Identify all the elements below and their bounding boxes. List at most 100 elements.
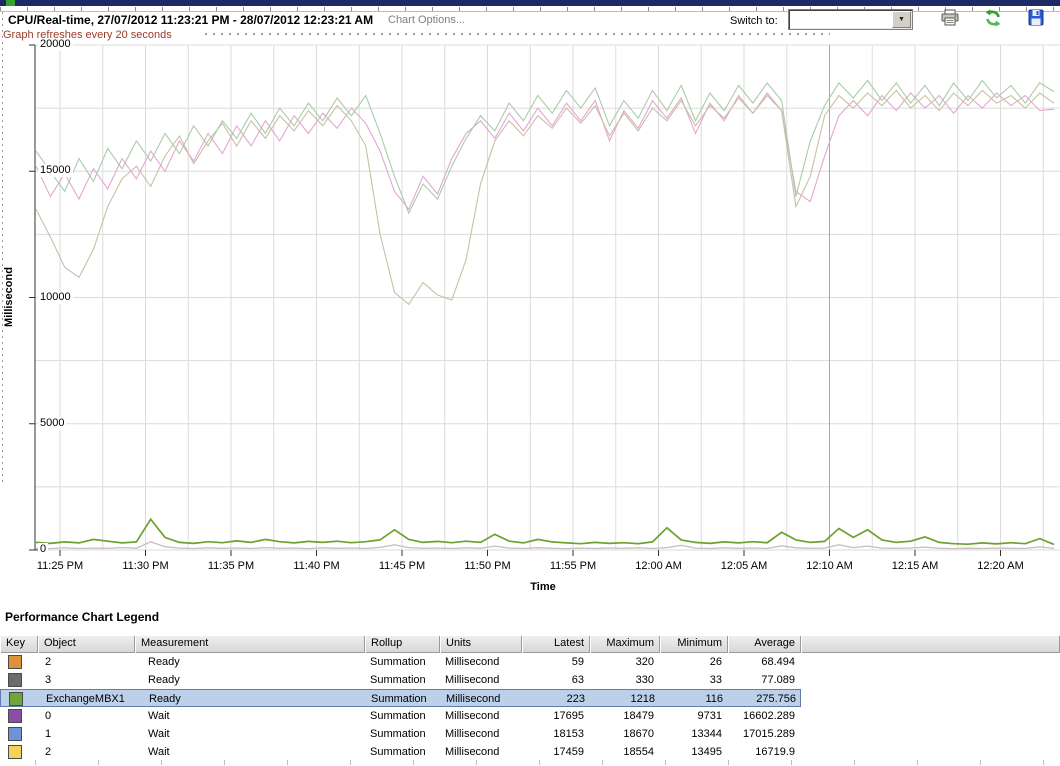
table-row[interactable]: 3 Ready Summation Millisecond 63 330 33 77.089 <box>0 671 1060 689</box>
cell-measurement: Wait <box>148 728 170 740</box>
cell-object: 2 <box>45 656 52 668</box>
cell-latest: 223 <box>566 693 585 705</box>
cell-measurement: Ready <box>148 674 180 686</box>
x-axis-tick-label: 12:20 AM <box>977 560 1024 572</box>
cell-units: Millisecond <box>445 728 500 740</box>
cell-minimum: 33 <box>709 674 722 686</box>
column-header-filler <box>801 635 1060 653</box>
legend-heading: Performance Chart Legend <box>5 610 160 624</box>
series-line-1-wait <box>35 79 1055 215</box>
cell-units: Millisecond <box>446 693 501 705</box>
x-axis-tick-label: 12:05 AM <box>720 560 768 572</box>
x-axis-tick-label: 11:30 PM <box>122 560 169 572</box>
left-dashed-line-artifact <box>2 12 3 484</box>
refresh-icon <box>985 9 1001 27</box>
ruler-dash-artifact <box>205 33 830 35</box>
legend-key-swatch <box>8 745 22 759</box>
column-header-label: Minimum <box>677 637 722 649</box>
column-header-key[interactable]: Key <box>0 635 38 653</box>
cell-average: 77.089 <box>761 674 795 686</box>
y-axis-tick-label: 5000 <box>38 416 67 430</box>
x-axis-tick-label: 11:25 PM <box>36 560 84 572</box>
cell-rollup: Summation <box>370 710 426 722</box>
column-header-label: Latest <box>554 637 584 649</box>
cell-object: 0 <box>45 710 52 722</box>
x-axis-tick-label: 12:10 AM <box>806 560 853 572</box>
y-axis-tick-label: 15000 <box>38 164 73 178</box>
cell-average: 16719.9 <box>755 746 795 758</box>
cell-minimum: 9731 <box>697 710 722 722</box>
cell-object: 1 <box>45 728 52 740</box>
chart-plot-area[interactable] <box>0 40 1060 606</box>
table-row-selected[interactable]: ExchangeMBX1 Ready Summation Millisecond 223… <box>0 689 801 707</box>
cell-units: Millisecond <box>445 656 500 668</box>
cell-latest: 18153 <box>553 728 584 740</box>
cell-maximum: 18670 <box>623 728 654 740</box>
x-axis-tick-label: 11:45 PM <box>378 560 426 572</box>
window-top-bar-accent <box>6 0 15 6</box>
column-header-label: Key <box>6 637 25 649</box>
column-header-label: Rollup <box>371 637 403 649</box>
column-header-label: Units <box>446 637 472 649</box>
refresh-button[interactable] <box>983 9 1003 27</box>
print-button[interactable] <box>940 9 960 27</box>
column-header-label: Object <box>44 637 76 649</box>
x-axis-tick-label: 12:00 AM <box>635 560 682 572</box>
cell-rollup: Summation <box>371 693 427 705</box>
chart-options-link[interactable]: Chart Options... <box>388 14 466 26</box>
cell-units: Millisecond <box>445 746 500 758</box>
column-header-rollup[interactable]: Rollup <box>365 635 440 653</box>
cell-rollup: Summation <box>370 728 426 740</box>
cell-average: 68.494 <box>761 656 795 668</box>
table-row[interactable]: 0 Wait Summation Millisecond 17695 18479 9731 1… <box>0 707 1060 725</box>
column-header-maximum[interactable]: Maximum <box>590 635 660 653</box>
cell-measurement: Ready <box>149 693 181 705</box>
cell-average: 16602.289 <box>743 710 795 722</box>
table-row[interactable]: 2 Wait Summation Millisecond 17459 18554 13495… <box>0 743 1060 761</box>
table-row[interactable]: 2 Ready Summation Millisecond 59 320 26 68.494 <box>0 653 1060 671</box>
cell-maximum: 18479 <box>623 710 654 722</box>
ruler-artifact <box>0 6 1060 12</box>
switch-to-dropdown[interactable]: ▼ <box>788 9 913 30</box>
x-axis-tick-label: 11:35 PM <box>207 560 255 572</box>
series-line-exchangembx1-ready <box>35 517 1055 546</box>
chevron-down-icon[interactable]: ▼ <box>892 11 911 28</box>
y-axis-tick-label: 0 <box>38 543 49 556</box>
cell-object: 2 <box>45 746 52 758</box>
cell-latest: 17459 <box>553 746 584 758</box>
y-axis-tick-label: 20000 <box>38 38 73 51</box>
cell-average: 17015.289 <box>743 728 795 740</box>
x-axis-tick-label: 11:55 PM <box>549 560 597 572</box>
table-row[interactable]: 1 Wait Summation Millisecond 18153 18670 13344… <box>0 725 1060 743</box>
x-axis-label: Time <box>530 581 556 593</box>
cell-units: Millisecond <box>445 674 500 686</box>
column-header-minimum[interactable]: Minimum <box>660 635 728 653</box>
cell-rollup: Summation <box>370 746 426 758</box>
window-top-bar <box>0 0 1060 6</box>
cell-object: 3 <box>45 674 52 686</box>
cell-maximum: 18554 <box>623 746 654 758</box>
y-axis-tick-label: 10000 <box>38 290 73 304</box>
column-header-measurement[interactable]: Measurement <box>135 635 365 653</box>
legend-table: Key Object Measurement Rollup Units Latest Max… <box>0 635 1060 766</box>
x-axis-tick-label: 11:50 PM <box>464 560 511 572</box>
cell-measurement: Wait <box>148 710 170 722</box>
cell-rollup: Summation <box>370 656 426 668</box>
column-header-object[interactable]: Object <box>38 635 135 653</box>
legend-key-swatch <box>8 655 22 669</box>
cell-maximum: 1218 <box>630 693 655 705</box>
save-icon <box>1028 9 1044 26</box>
cell-average: 275.756 <box>756 693 796 705</box>
column-header-average[interactable]: Average <box>728 635 801 653</box>
save-button[interactable] <box>1027 9 1047 27</box>
series-line-0-wait <box>35 89 1055 306</box>
cell-latest: 59 <box>571 656 584 668</box>
cell-measurement: Wait <box>148 746 170 758</box>
bottom-ruler-artifact <box>35 760 1060 765</box>
column-header-latest[interactable]: Latest <box>522 635 590 653</box>
column-header-units[interactable]: Units <box>440 635 522 653</box>
printer-icon <box>941 9 959 26</box>
cell-units: Millisecond <box>445 710 500 722</box>
legend-key-swatch <box>8 709 22 723</box>
cell-minimum: 13344 <box>691 728 722 740</box>
